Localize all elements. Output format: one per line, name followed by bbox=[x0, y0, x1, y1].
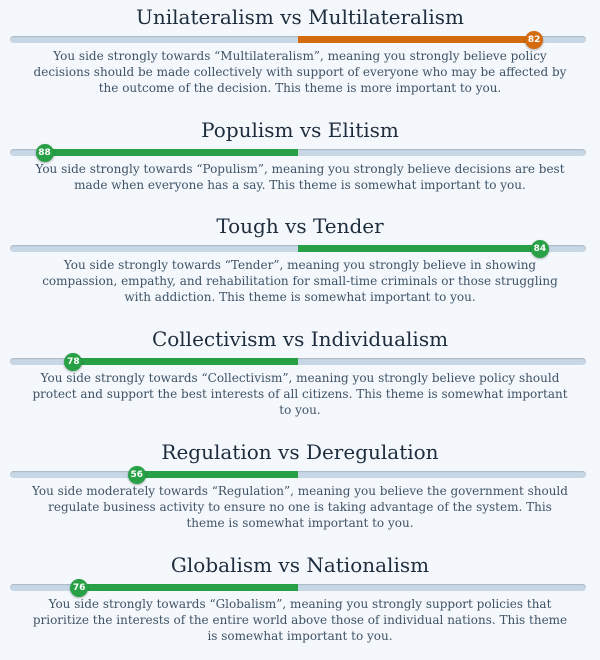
score-marker: 56 bbox=[127, 466, 146, 484]
score-marker: 76 bbox=[70, 579, 89, 597]
score-bar-fill bbox=[44, 149, 298, 156]
score-bar-fill bbox=[79, 584, 298, 591]
score-bar: 82 bbox=[10, 31, 586, 49]
score-bar: 76 bbox=[10, 579, 586, 597]
theme-description: You side strongly towards “Tender”, mean… bbox=[42, 258, 558, 304]
theme-title: Globalism vs Nationalism bbox=[170, 553, 430, 577]
theme-description: You side strongly towards “Collectivism”… bbox=[32, 371, 568, 417]
theme-title: Tough vs Tender bbox=[216, 214, 384, 238]
score-bar-fill bbox=[298, 36, 535, 43]
theme-description: You side strongly towards “Multilaterali… bbox=[33, 49, 567, 95]
theme-title: Collectivism vs Individualism bbox=[151, 327, 449, 351]
score-bar: 56 bbox=[10, 466, 586, 484]
score-bar-fill bbox=[298, 245, 540, 252]
score-marker: 88 bbox=[35, 144, 54, 162]
score-bar-fill bbox=[73, 358, 298, 365]
theme-title: Unilateralism vs Multilateralism bbox=[136, 5, 464, 29]
theme-description: You side strongly towards “Populism”, me… bbox=[35, 162, 565, 192]
score-bar: 78 bbox=[10, 353, 586, 371]
theme-title: Regulation vs Deregulation bbox=[161, 440, 439, 464]
theme-description: You side moderately towards “Regulation”… bbox=[32, 484, 568, 530]
score-marker: 84 bbox=[530, 240, 549, 258]
theme-description: You side strongly towards “Globalism”, m… bbox=[32, 597, 568, 643]
score-bar-fill bbox=[136, 471, 298, 478]
score-bar: 84 bbox=[10, 240, 586, 258]
score-bar: 88 bbox=[10, 144, 586, 162]
score-marker: 78 bbox=[64, 353, 83, 371]
score-marker: 82 bbox=[525, 31, 544, 49]
theme-title: Populism vs Elitism bbox=[201, 118, 399, 142]
